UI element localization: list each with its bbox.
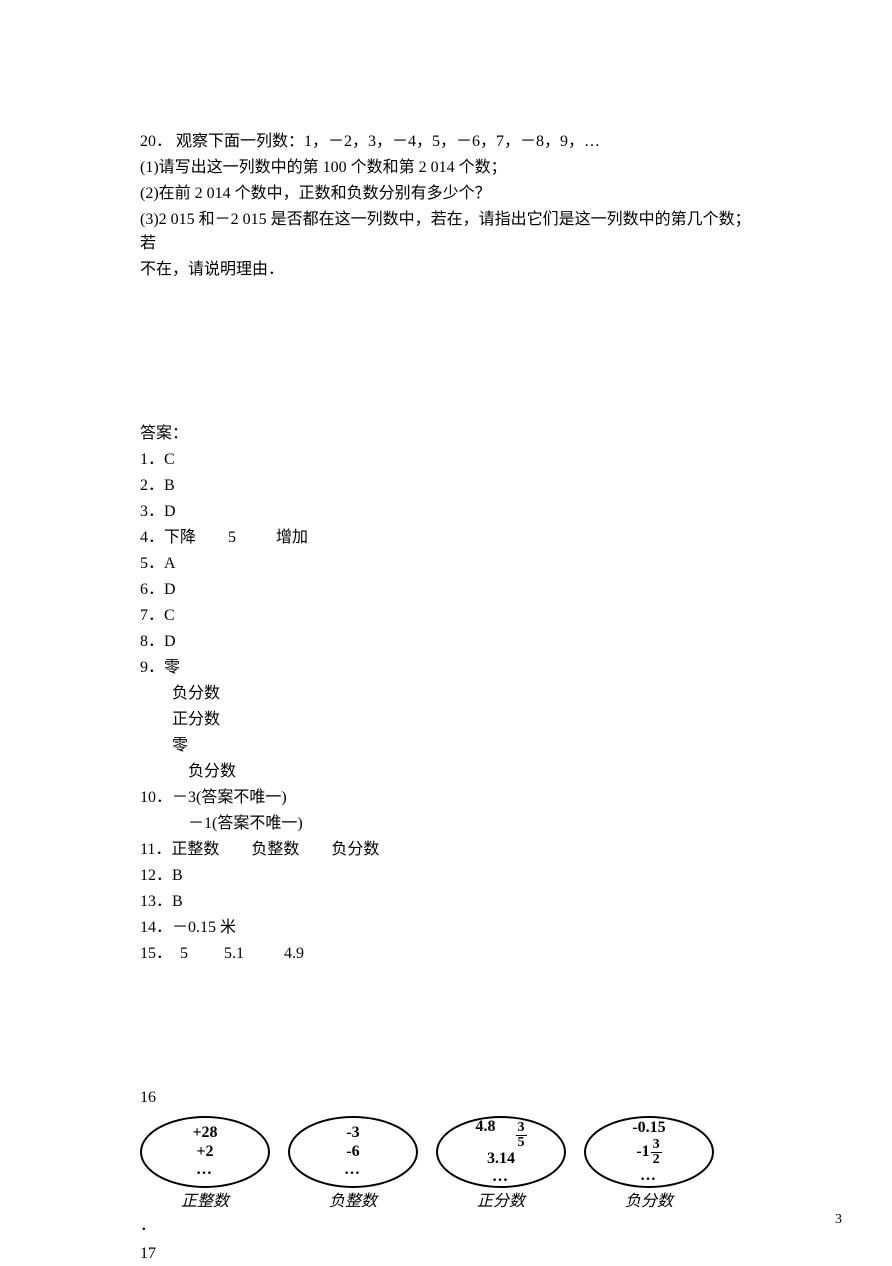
answer-13: 13．B bbox=[140, 890, 752, 914]
ellipse2-label: 负整数 bbox=[329, 1190, 377, 1214]
ellipse4-label: 负分数 bbox=[625, 1190, 673, 1214]
ellipse-group-negative-int: -3 -6 … 负整数 bbox=[288, 1116, 418, 1214]
answer-9c: 正分数 bbox=[140, 708, 752, 732]
ellipse2-line3: … bbox=[344, 1161, 362, 1179]
ellipse-positive-int: +28 +2 … bbox=[140, 1116, 270, 1188]
answers-heading: 答案： bbox=[140, 422, 752, 446]
problem-intro-text: 观察下面一列数：1，－2，3，－4，5，－6，7，－8，9，… bbox=[176, 133, 600, 150]
q16-dot: ． bbox=[140, 1214, 752, 1238]
ellipse-group-negative-frac: -0.15 -1 3 2 … 负分数 bbox=[584, 1116, 714, 1214]
answer-7: 7．C bbox=[140, 604, 752, 628]
answer-9d: 零 bbox=[140, 734, 752, 758]
ellipse-group-positive-frac: 4.8 3 5 3.14 … 正分数 bbox=[436, 1116, 566, 1214]
ellipse3-row1: 4.8 3 5 bbox=[476, 1118, 527, 1150]
answer-2: 2．B bbox=[140, 474, 752, 498]
answer-9e: 负分数 bbox=[140, 760, 752, 784]
ellipse3-frac: 3 5 bbox=[516, 1121, 527, 1150]
problem-intro: 20． 观察下面一列数：1，－2，3，－4，5，－6，7，－8，9，… bbox=[140, 130, 752, 154]
ellipse2-line1: -3 bbox=[344, 1124, 362, 1142]
ellipse3-row2: 3.14 bbox=[476, 1150, 527, 1168]
answer-5: 5．A bbox=[140, 552, 752, 576]
ellipse-group-positive-int: +28 +2 … 正整数 bbox=[140, 1116, 270, 1214]
ellipse4-row2: -1 3 2 bbox=[636, 1138, 661, 1167]
ellipse-row: +28 +2 … 正整数 -3 -6 … 负整数 4.8 bbox=[140, 1116, 752, 1214]
ellipse4-row3: … bbox=[632, 1167, 665, 1185]
q16-label: 16 bbox=[140, 1086, 752, 1110]
ellipse4-frac-num: 3 bbox=[651, 1138, 662, 1153]
ellipse-negative-frac: -0.15 -1 3 2 … bbox=[584, 1116, 714, 1188]
page-number: 3 bbox=[835, 1209, 842, 1230]
answer-14: 14．－0.15 米 bbox=[140, 916, 752, 940]
answer-1: 1．C bbox=[140, 448, 752, 472]
ellipse-positive-frac: 4.8 3 5 3.14 … bbox=[436, 1116, 566, 1188]
answers-section: 答案： 1．C 2．B 3．D 4．下降 5 增加 5．A 6．D 7．C 8．… bbox=[140, 422, 752, 966]
ellipse1-line3: … bbox=[192, 1161, 217, 1179]
problem-part2: (2)在前 2 014 个数中，正数和负数分别有多少个？ bbox=[140, 182, 752, 206]
ellipse4-row1: -0.15 bbox=[632, 1119, 665, 1137]
problem-part3b: 不在，请说明理由． bbox=[140, 258, 752, 282]
ellipse2-line2: -6 bbox=[344, 1143, 362, 1161]
answer-15: 15． 5 5.1 4.9 bbox=[140, 942, 752, 966]
ellipse-negative-int: -3 -6 … bbox=[288, 1116, 418, 1188]
answer-9: 9．零 bbox=[140, 656, 752, 680]
answer-4: 4．下降 5 增加 bbox=[140, 526, 752, 550]
answer-3: 3．D bbox=[140, 500, 752, 524]
ellipse3-frac-num: 3 bbox=[516, 1121, 527, 1136]
q17-label: 17 bbox=[140, 1242, 752, 1266]
ellipse4-frac: 3 2 bbox=[651, 1138, 662, 1167]
ellipse3-row3: … bbox=[476, 1168, 527, 1186]
problem-part3a: (3)2 015 和－2 015 是否都在这一列数中，若在，请指出它们是这一列数… bbox=[140, 208, 752, 256]
problem-part1: (1)请写出这一列数中的第 100 个数和第 2 014 个数； bbox=[140, 156, 752, 180]
answer-12: 12．B bbox=[140, 864, 752, 888]
answer-10b: －1(答案不唯一) bbox=[140, 812, 752, 836]
ellipse3-label: 正分数 bbox=[477, 1190, 525, 1214]
answer-10: 10．－3(答案不唯一) bbox=[140, 786, 752, 810]
ellipse4-whole: -1 bbox=[636, 1143, 649, 1161]
ellipse4-frac-den: 2 bbox=[651, 1153, 662, 1167]
problem-number: 20． bbox=[140, 133, 172, 150]
answer-11: 11．正整数 负整数 负分数 bbox=[140, 838, 752, 862]
problem-20: 20． 观察下面一列数：1，－2，3，－4，5，－6，7，－8，9，… (1)请… bbox=[140, 130, 752, 282]
ellipse1-line2: +2 bbox=[192, 1143, 217, 1161]
ellipse3-row1a: 4.8 bbox=[476, 1118, 496, 1136]
answer-8: 8．D bbox=[140, 630, 752, 654]
ellipse1-line1: +28 bbox=[192, 1124, 217, 1142]
answer-6: 6．D bbox=[140, 578, 752, 602]
ellipse3-frac-den: 5 bbox=[516, 1136, 527, 1150]
ellipse1-label: 正整数 bbox=[181, 1190, 229, 1214]
answer-9b: 负分数 bbox=[140, 682, 752, 706]
diagram-section: 16 +28 +2 … 正整数 -3 -6 … 负整数 bbox=[140, 1086, 752, 1266]
